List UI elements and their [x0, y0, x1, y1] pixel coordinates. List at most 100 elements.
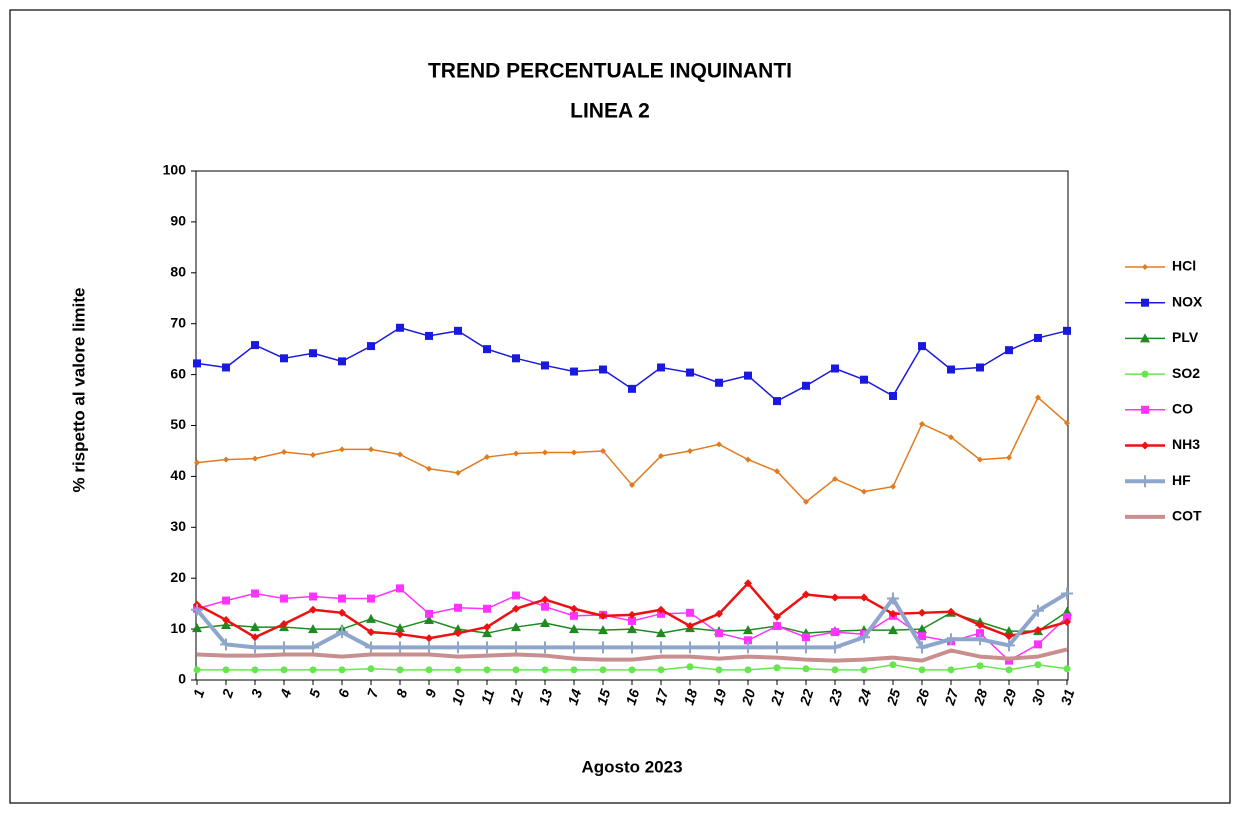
legend-label: NOX: [1172, 293, 1203, 309]
legend-label: PLV: [1172, 329, 1199, 345]
marker: [396, 584, 404, 593]
marker: [1005, 666, 1013, 674]
marker: [773, 612, 781, 621]
marker: [338, 594, 346, 603]
marker: [917, 624, 927, 634]
x-tick-label: 29: [999, 687, 1019, 708]
legend-label: SO2: [1172, 365, 1200, 381]
marker: [483, 604, 491, 613]
x-tick-label: 24: [854, 687, 874, 708]
marker: [888, 625, 898, 635]
marker: [281, 448, 287, 455]
marker: [713, 641, 725, 654]
marker: [280, 354, 288, 363]
marker: [512, 666, 520, 674]
marker: [454, 666, 462, 674]
x-tick-label: 27: [941, 686, 962, 708]
marker: [1005, 656, 1013, 665]
marker: [774, 468, 780, 475]
marker: [628, 610, 636, 619]
marker: [599, 666, 607, 674]
marker: [512, 354, 520, 363]
x-tick-label: 30: [1028, 687, 1048, 707]
chart-subtitle: LINEA 2: [570, 100, 650, 123]
marker: [570, 604, 578, 613]
marker: [570, 611, 578, 620]
legend-label: COT: [1172, 508, 1202, 524]
marker: [309, 349, 317, 358]
x-tick-label: 16: [622, 687, 642, 707]
marker: [918, 342, 926, 351]
y-tick-label: 60: [170, 365, 186, 381]
marker: [481, 641, 493, 654]
marker: [396, 630, 404, 639]
marker: [310, 452, 316, 459]
marker: [890, 483, 896, 490]
marker: [715, 609, 723, 618]
marker: [396, 323, 404, 332]
marker: [918, 632, 926, 641]
marker: [425, 331, 433, 340]
marker: [831, 666, 839, 674]
marker: [307, 641, 319, 654]
legend-label: HF: [1172, 472, 1191, 488]
y-axis-title: % rispetto al valore limite: [69, 287, 88, 492]
marker: [829, 641, 841, 654]
marker: [1063, 326, 1071, 335]
marker: [1141, 441, 1149, 450]
x-tick-label: 18: [680, 687, 700, 707]
marker: [483, 345, 491, 354]
marker: [627, 624, 637, 634]
marker: [1063, 617, 1071, 626]
marker: [426, 465, 432, 472]
marker: [425, 666, 433, 674]
marker: [976, 363, 984, 372]
marker: [365, 641, 377, 654]
marker: [947, 607, 955, 616]
marker: [1064, 419, 1070, 426]
y-tick-label: 50: [170, 416, 186, 432]
marker: [220, 638, 232, 651]
legend-label: HCl: [1172, 258, 1196, 274]
marker: [394, 641, 406, 654]
marker: [309, 666, 317, 674]
y-tick-label: 70: [170, 314, 186, 330]
marker: [251, 633, 259, 642]
marker: [1005, 346, 1013, 355]
marker: [744, 579, 752, 588]
marker: [452, 641, 464, 654]
marker: [974, 633, 986, 646]
marker: [716, 441, 722, 448]
marker: [889, 661, 897, 669]
marker: [744, 371, 752, 380]
marker: [367, 342, 375, 351]
marker: [802, 381, 810, 390]
marker: [657, 609, 665, 618]
marker: [222, 666, 230, 674]
marker: [744, 666, 752, 674]
marker: [947, 666, 955, 674]
x-tick-label: 13: [535, 687, 555, 707]
marker: [887, 592, 899, 605]
marker: [628, 384, 636, 393]
marker: [425, 634, 433, 643]
marker: [251, 589, 259, 598]
legend-label: NH3: [1172, 436, 1200, 452]
marker: [657, 605, 665, 614]
marker: [483, 623, 491, 632]
marker: [1141, 370, 1149, 378]
x-tick-label: 20: [738, 687, 758, 708]
marker: [945, 633, 957, 646]
marker: [308, 624, 318, 634]
chart-frame: [9, 9, 1231, 804]
marker: [251, 666, 259, 674]
marker: [1032, 604, 1044, 617]
marker: [832, 475, 838, 482]
marker: [539, 641, 551, 654]
marker: [250, 622, 260, 632]
marker: [571, 449, 577, 456]
marker: [425, 609, 433, 618]
marker: [658, 453, 664, 460]
marker: [1140, 333, 1150, 343]
marker: [628, 666, 636, 674]
